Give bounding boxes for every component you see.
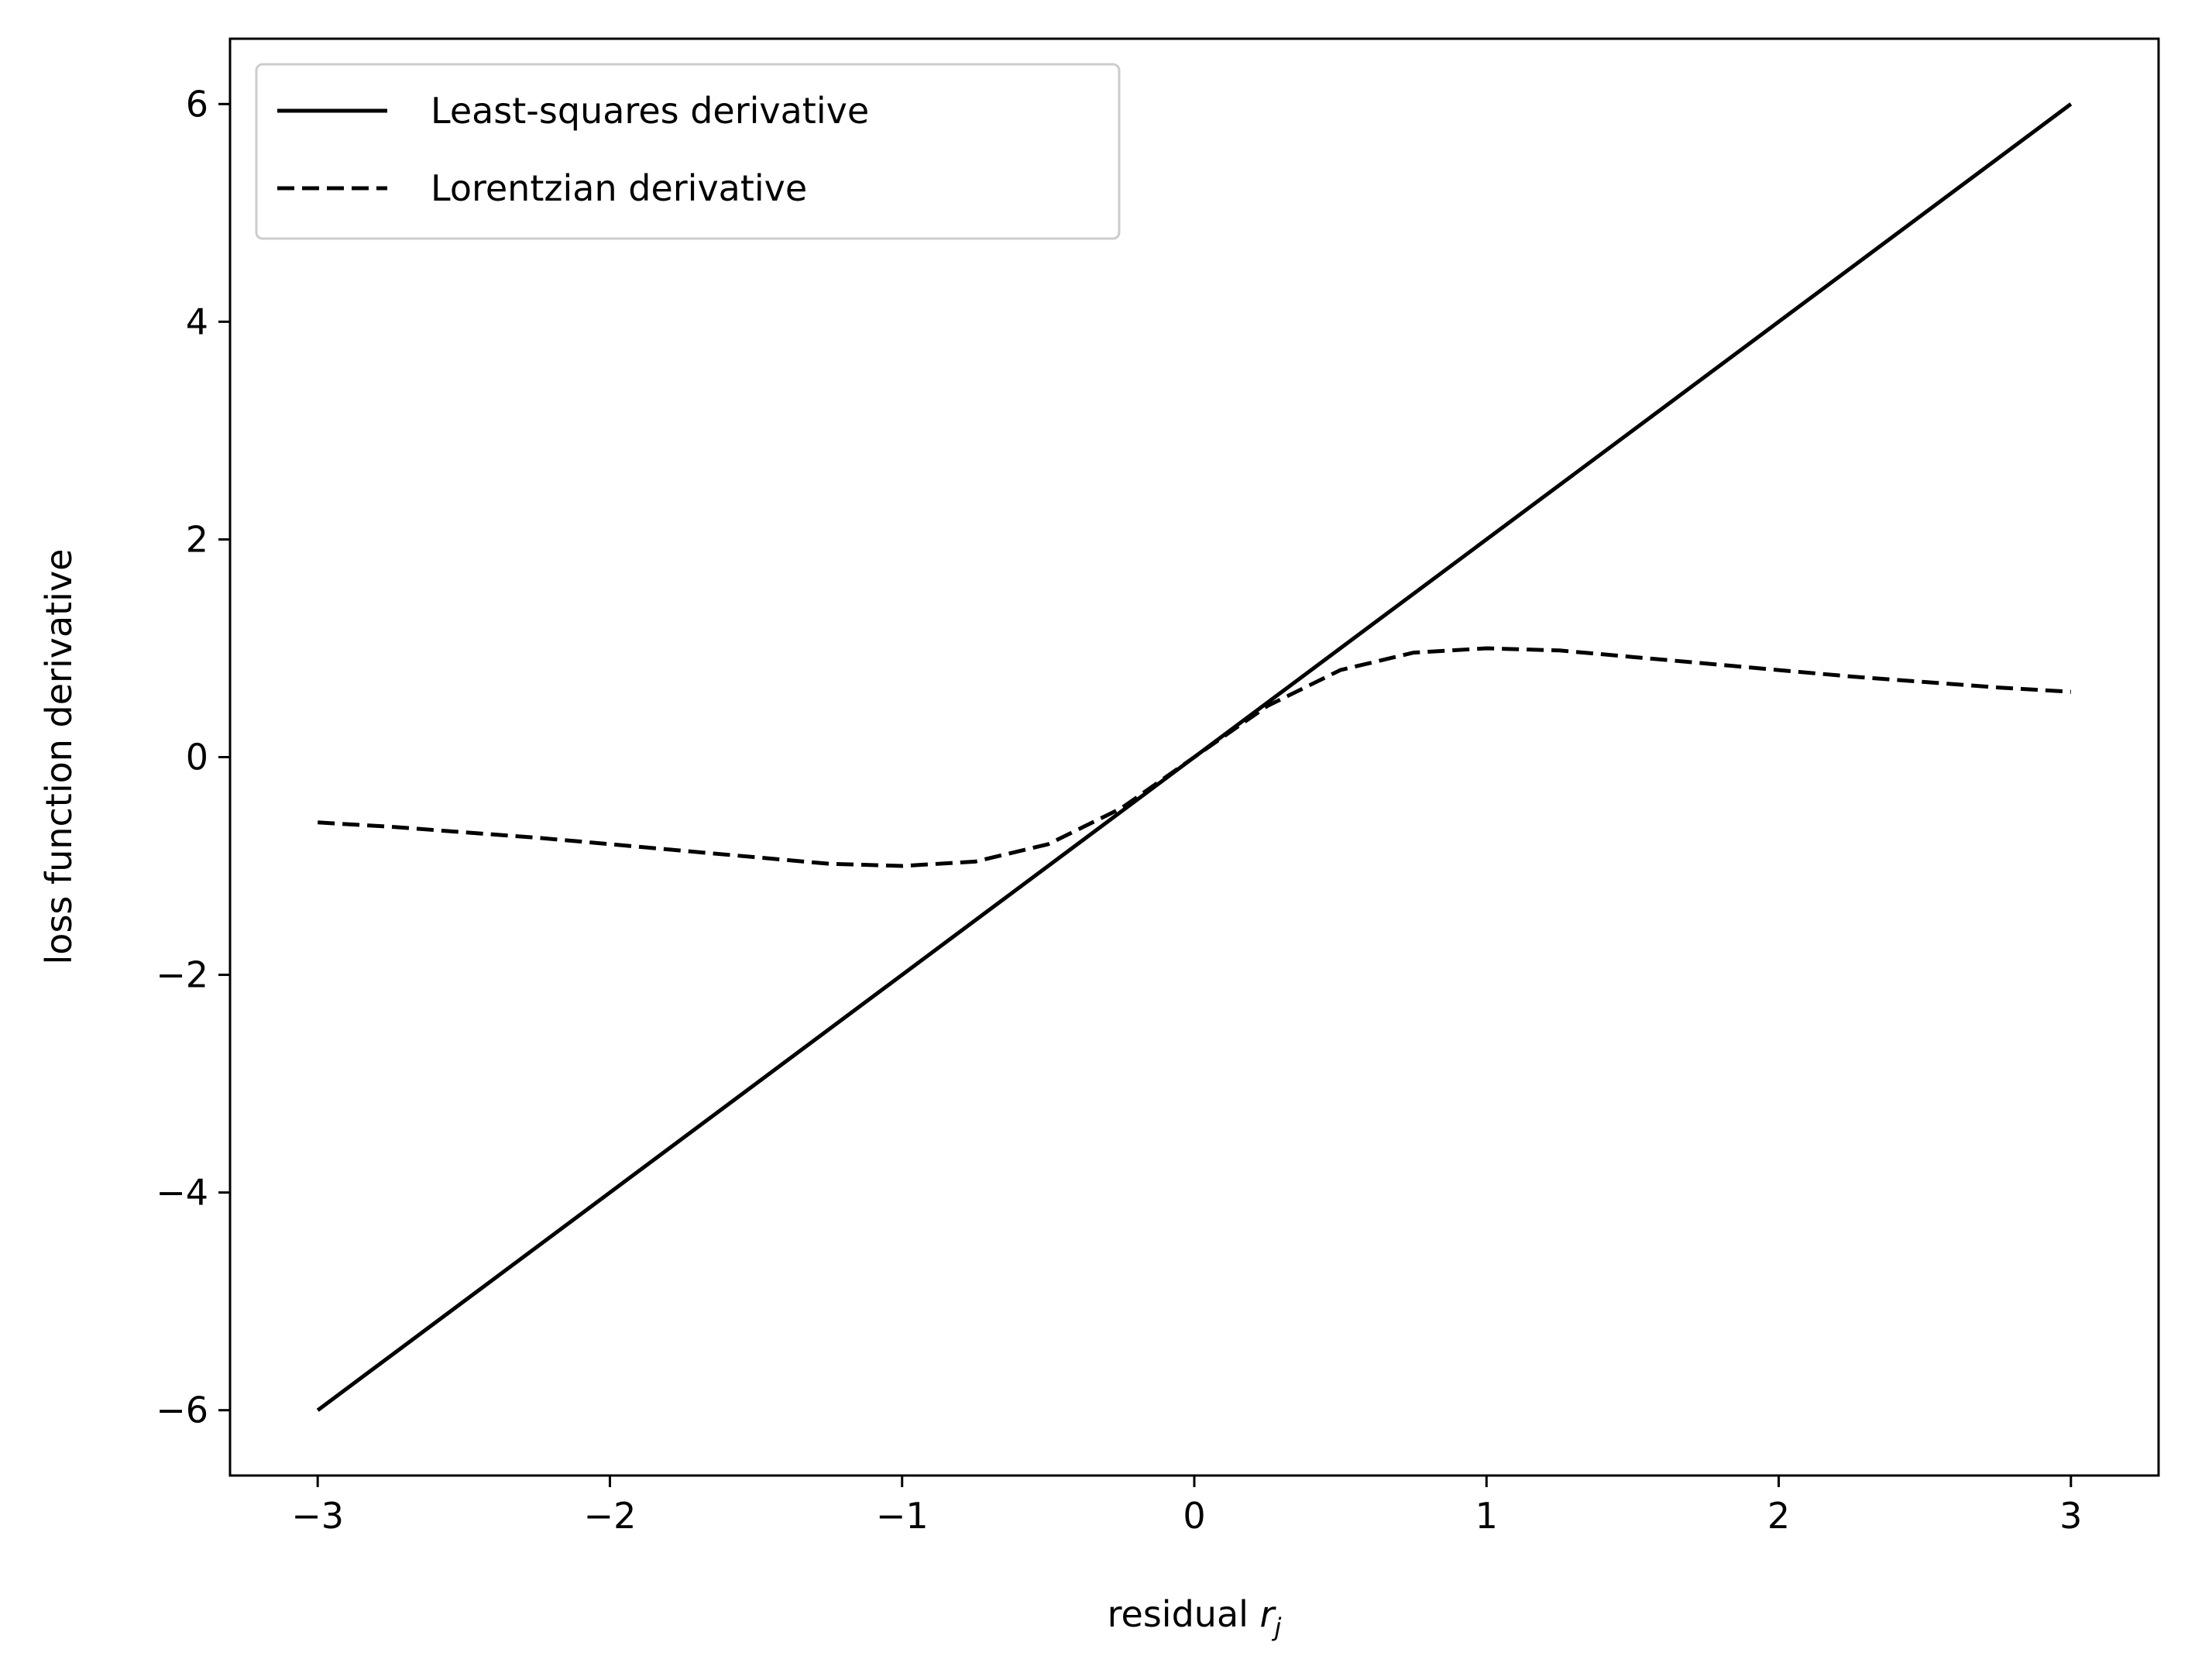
legend: Least-squares derivative Lorentzian deriv… xyxy=(255,63,1121,240)
x-tick-label: −1 xyxy=(876,1495,929,1537)
y-tick-label: −6 xyxy=(156,1390,208,1431)
y-tick-label: 0 xyxy=(186,737,208,778)
x-axis-label-text: residual xyxy=(1108,1593,1249,1635)
y-tick-label: −2 xyxy=(156,954,208,996)
x-tick-label: 1 xyxy=(1475,1495,1498,1537)
legend-box xyxy=(255,63,1121,240)
y-tick-label: 6 xyxy=(186,83,208,125)
y-tick-label: 4 xyxy=(186,301,208,342)
x-tick-label: −3 xyxy=(291,1495,344,1537)
y-axis-ticks: −6 −4 −2 0 2 4 6 xyxy=(156,83,230,1431)
x-axis-label: residual rj xyxy=(1108,1593,1282,1642)
legend-label: Lorentzian derivative xyxy=(431,167,807,209)
y-tick-label: −4 xyxy=(156,1172,208,1214)
legend-label: Least-squares derivative xyxy=(431,90,869,132)
series-line-lorentzian xyxy=(318,646,2071,868)
y-axis-label: loss function derivative xyxy=(38,549,80,965)
x-tick-label: 0 xyxy=(1183,1495,1205,1537)
x-axis-ticks: −3 −2 −1 0 1 2 3 xyxy=(291,1476,2082,1537)
x-tick-label: −2 xyxy=(584,1495,637,1537)
x-axis-label-subscript: j xyxy=(1271,1613,1281,1642)
series-layer xyxy=(316,102,2073,1412)
y-tick-label: 2 xyxy=(186,518,208,560)
x-tick-label: 2 xyxy=(1767,1495,1790,1537)
x-axis-label-var: r xyxy=(1260,1593,1277,1635)
x-tick-label: 3 xyxy=(2059,1495,2082,1537)
